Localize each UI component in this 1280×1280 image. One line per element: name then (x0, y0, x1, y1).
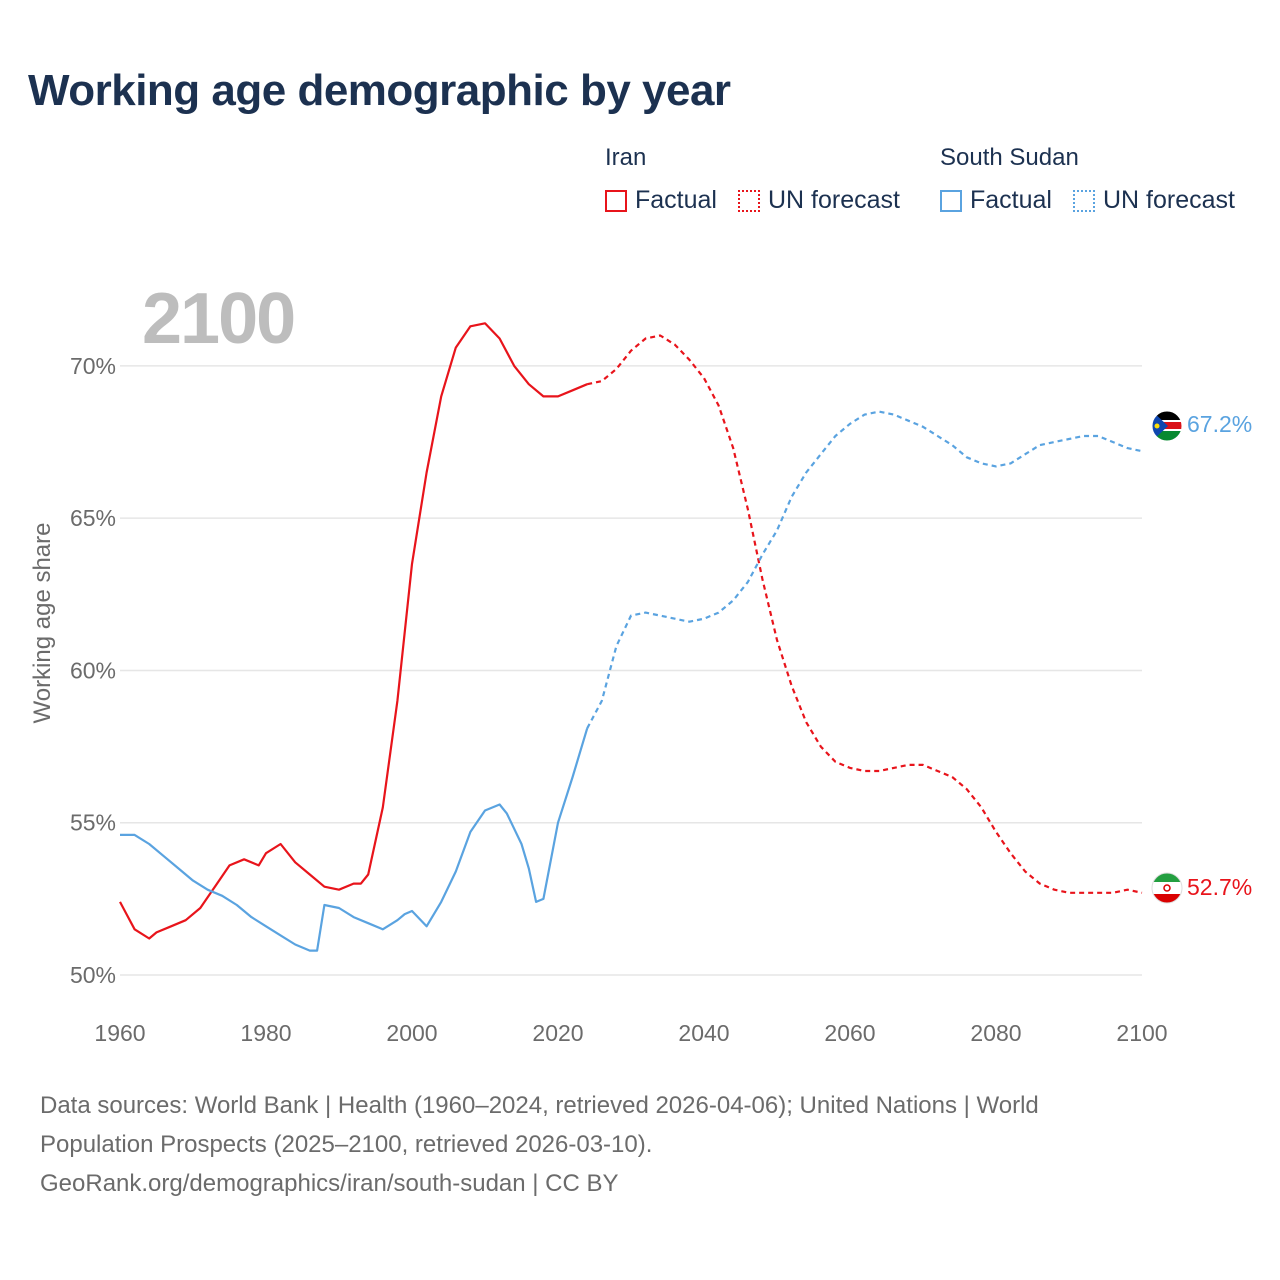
legend-entry-iran-forecast[interactable]: UN forecast (738, 186, 900, 215)
y-tick-label: 60% (70, 657, 116, 683)
end-label-iran: 52.7% (1187, 874, 1252, 900)
sources-attribution-link[interactable]: GeoRank.org/demographics/iran/south-suda… (40, 1170, 619, 1197)
legend-label-iran-forecast: UN forecast (768, 186, 900, 214)
series-line-iran-factual[interactable] (119, 322, 588, 940)
y-axis-ticks: 50% 55% 60% 65% 70% (70, 353, 116, 988)
south-sudan-flag-icon (1151, 410, 1183, 442)
data-sources: Data sources: World Bank | Health (1960–… (40, 1086, 1240, 1203)
legend-group-title-iran: Iran (605, 144, 647, 171)
year-watermark: 2100 (142, 279, 294, 359)
sources-line-2: Population Prospects (2025–2100, retriev… (40, 1131, 653, 1158)
series-line-south-sudan-factual[interactable] (120, 727, 589, 952)
y-axis-label: Working age share (29, 523, 56, 724)
x-tick-label: 2020 (532, 1020, 583, 1046)
legend-group-title-south-sudan: South Sudan (940, 144, 1079, 171)
x-tick-label: 2100 (1116, 1020, 1167, 1046)
chart-title: Working age demographic by year (28, 66, 731, 115)
legend-entry-south-sudan-factual[interactable]: Factual (940, 186, 1052, 215)
legend-group-south-sudan: South Sudan Factual UN forecast (940, 144, 1235, 214)
series-lines (119, 322, 1143, 952)
x-axis-ticks: 1960 1980 2000 2020 2040 2060 2080 2100 (94, 1020, 1167, 1046)
dotted-line-swatch-icon (738, 189, 760, 212)
series-line-south-sudan-forecast[interactable] (586, 410, 1143, 729)
series-line-iran-forecast[interactable] (586, 334, 1143, 894)
y-tick-label: 50% (70, 962, 116, 988)
legend-label-iran-factual: Factual (635, 186, 717, 214)
x-tick-label: 1980 (240, 1020, 291, 1046)
solid-line-swatch-icon (605, 189, 627, 212)
sources-line-1: Data sources: World Bank | Health (1960–… (40, 1092, 1039, 1119)
iran-flag-icon (1151, 872, 1183, 904)
y-tick-label: 70% (70, 353, 116, 379)
x-tick-label: 2060 (824, 1020, 875, 1046)
line-chart: 2100 50% 55% 60% 65% 70% 1960 1980 2000 2020 204… (29, 279, 1252, 1046)
legend-group-iran: Iran Factual UN forecast (605, 144, 900, 214)
y-tick-label: 55% (70, 810, 116, 836)
legend-entry-south-sudan-forecast[interactable]: UN forecast (1073, 186, 1235, 215)
end-label-south-sudan: 67.2% (1187, 411, 1252, 437)
x-tick-label: 2000 (386, 1020, 437, 1046)
legend-label-south-sudan-forecast: UN forecast (1103, 186, 1235, 214)
solid-line-swatch-icon (940, 189, 962, 212)
legend-label-south-sudan-factual: Factual (970, 186, 1052, 214)
gridlines (120, 365, 1142, 976)
x-tick-label: 1960 (94, 1020, 145, 1046)
y-tick-label: 65% (70, 505, 116, 531)
x-tick-label: 2040 (678, 1020, 729, 1046)
legend-entry-iran-factual[interactable]: Factual (605, 186, 717, 215)
dotted-line-swatch-icon (1073, 189, 1095, 212)
x-tick-label: 2080 (970, 1020, 1021, 1046)
